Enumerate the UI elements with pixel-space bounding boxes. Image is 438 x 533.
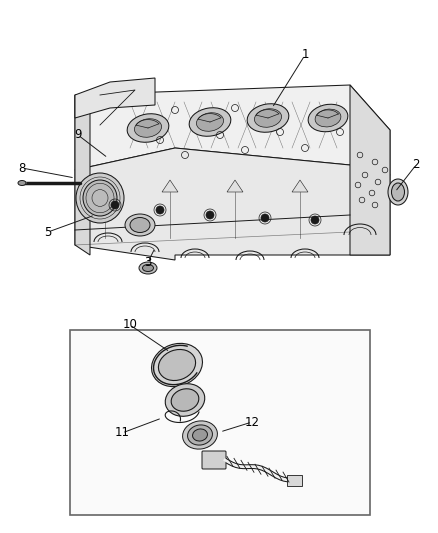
- Ellipse shape: [76, 173, 124, 223]
- Polygon shape: [292, 180, 308, 192]
- Bar: [70, 330, 370, 515]
- Ellipse shape: [142, 264, 153, 271]
- Circle shape: [311, 216, 319, 224]
- Circle shape: [261, 214, 269, 222]
- Ellipse shape: [152, 343, 202, 386]
- Ellipse shape: [308, 104, 348, 132]
- Ellipse shape: [392, 183, 405, 201]
- Text: 5: 5: [44, 225, 52, 238]
- Ellipse shape: [134, 119, 162, 138]
- Text: 12: 12: [244, 416, 259, 429]
- Text: 8: 8: [18, 161, 26, 174]
- Circle shape: [156, 206, 164, 214]
- Ellipse shape: [83, 180, 117, 216]
- Ellipse shape: [159, 350, 196, 381]
- Ellipse shape: [127, 114, 169, 142]
- Ellipse shape: [18, 181, 26, 185]
- Bar: [287, 475, 302, 486]
- Ellipse shape: [130, 217, 150, 232]
- Polygon shape: [350, 85, 390, 255]
- Polygon shape: [97, 180, 113, 192]
- Circle shape: [111, 201, 119, 209]
- Ellipse shape: [125, 214, 155, 236]
- Ellipse shape: [247, 104, 289, 132]
- Ellipse shape: [189, 108, 231, 136]
- Ellipse shape: [315, 109, 341, 127]
- Text: 10: 10: [123, 319, 138, 332]
- FancyBboxPatch shape: [202, 451, 226, 469]
- Text: 3: 3: [144, 255, 152, 269]
- Polygon shape: [75, 78, 155, 118]
- Text: 1: 1: [301, 49, 309, 61]
- Ellipse shape: [197, 113, 223, 131]
- Text: 2: 2: [412, 158, 420, 172]
- Text: 11: 11: [114, 426, 130, 440]
- Polygon shape: [75, 148, 390, 260]
- Ellipse shape: [139, 262, 157, 274]
- Polygon shape: [227, 180, 243, 192]
- Ellipse shape: [187, 425, 212, 445]
- Ellipse shape: [254, 109, 282, 127]
- Polygon shape: [162, 180, 178, 192]
- Ellipse shape: [193, 429, 208, 441]
- Ellipse shape: [388, 179, 408, 205]
- Polygon shape: [75, 85, 390, 175]
- Ellipse shape: [183, 421, 217, 449]
- Circle shape: [206, 211, 214, 219]
- Ellipse shape: [165, 384, 205, 416]
- Polygon shape: [75, 95, 90, 255]
- Ellipse shape: [171, 389, 199, 411]
- Text: 9: 9: [74, 128, 82, 141]
